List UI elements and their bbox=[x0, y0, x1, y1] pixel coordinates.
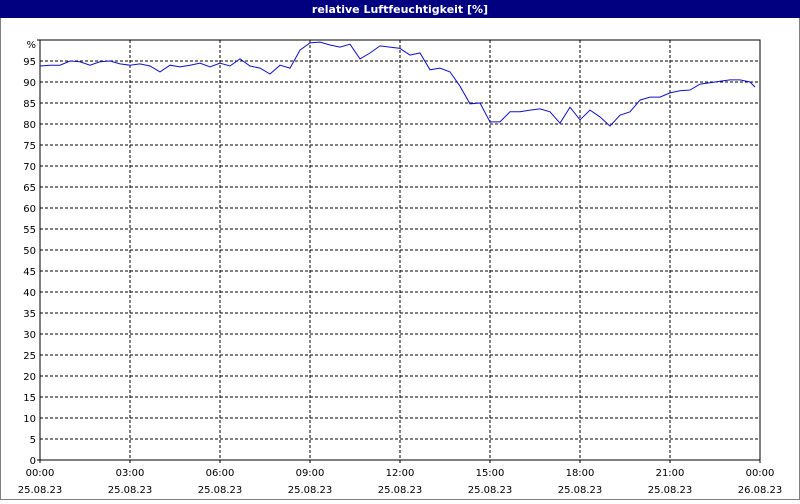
y-tick-label: 45 bbox=[23, 267, 36, 278]
title-bar bbox=[0, 0, 800, 18]
data-line bbox=[39, 41, 756, 127]
x-tick-label: 12:00 25.08.23 bbox=[378, 468, 423, 496]
y-tick-label: 10 bbox=[23, 414, 36, 425]
y-tick-label: 30 bbox=[23, 330, 36, 341]
plot-border bbox=[39, 39, 761, 461]
y-tick-label: 35 bbox=[23, 309, 36, 320]
y-tick-label: % bbox=[26, 40, 36, 51]
y-tick-label: 75 bbox=[23, 141, 36, 152]
y-tick-label: 85 bbox=[23, 99, 36, 110]
x-tick-label: 21:00 25.08.23 bbox=[648, 468, 693, 496]
y-tick-label: 25 bbox=[23, 351, 36, 362]
x-tick-label: 00:00 26.08.23 bbox=[738, 468, 783, 496]
y-tick-label: 15 bbox=[23, 393, 36, 404]
y-tick-label: 55 bbox=[23, 225, 36, 236]
x-tick-label: 09:00 25.08.23 bbox=[288, 468, 333, 496]
x-tick-label: 00:00 25.08.23 bbox=[18, 468, 63, 496]
x-tick-label: 15:00 25.08.23 bbox=[468, 468, 513, 496]
y-tick-label: 60 bbox=[23, 204, 36, 215]
y-tick-label: 5 bbox=[30, 435, 36, 446]
chart-title: relative Luftfeuchtigkeit [%] bbox=[312, 3, 488, 16]
y-tick-label: 40 bbox=[23, 288, 36, 299]
y-tick-label: 80 bbox=[23, 120, 36, 131]
y-tick-label: 20 bbox=[23, 372, 36, 383]
y-tick-label: 90 bbox=[23, 78, 36, 89]
y-tick-label: 95 bbox=[23, 57, 36, 68]
x-tick-label: 06:00 25.08.23 bbox=[198, 468, 243, 496]
y-tick-label: 70 bbox=[23, 162, 36, 173]
y-tick-label: 50 bbox=[23, 246, 36, 257]
x-tick-label: 03:00 25.08.23 bbox=[108, 468, 153, 496]
x-tick-label: 18:00 25.08.23 bbox=[558, 468, 603, 496]
y-tick-label: 0 bbox=[30, 456, 36, 467]
y-tick-label: 65 bbox=[23, 183, 36, 194]
